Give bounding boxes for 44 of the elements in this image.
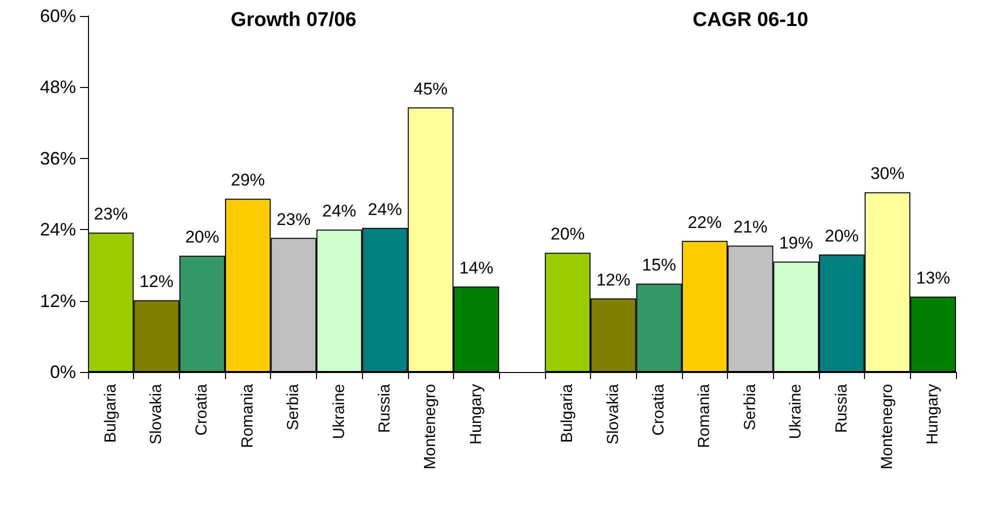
data-label: 20% (824, 226, 859, 246)
x-tick-label: Montenegro (422, 384, 440, 470)
data-label: 19% (779, 234, 814, 253)
x-tick-label: Montenegro (878, 384, 896, 470)
x-tick-label: Ukraine (330, 384, 348, 440)
annotation: CAGR 06-10 (692, 9, 808, 31)
data-label: 24% (322, 202, 356, 221)
data-label: 30% (870, 164, 904, 184)
data-label: 14% (459, 258, 494, 278)
x-tick-label: Bulgaria (102, 384, 120, 443)
data-label: 29% (230, 170, 265, 190)
data-label: 24% (368, 200, 402, 219)
data-label: 12% (140, 272, 174, 292)
x-tick-label: Serbia (742, 384, 759, 430)
x-tick-label: Hungary (924, 384, 942, 444)
annotation: Growth 07/06 (230, 9, 356, 31)
y-tick-label: 36% (40, 148, 76, 168)
x-tick-label: Russia (833, 384, 850, 433)
data-label: 23% (94, 204, 128, 224)
data-label: 20% (185, 228, 220, 247)
x-tick-label: Russia (376, 384, 394, 433)
y-tick-label: 48% (40, 77, 76, 98)
x-tick-label: Slovakia (148, 384, 166, 444)
data-label: 23% (276, 210, 311, 229)
x-tick-label: Slovakia (604, 384, 622, 444)
data-label: 13% (916, 268, 950, 288)
y-tick-label: 24% (40, 220, 76, 240)
x-tick-label: Croatia (650, 384, 668, 436)
y-tick-label: 60% (40, 6, 76, 26)
x-tick-label: Romania (696, 384, 714, 448)
data-label: 21% (733, 218, 768, 237)
data-label: 20% (550, 224, 585, 244)
x-tick-label: Serbia (285, 384, 302, 430)
data-label: 22% (688, 212, 722, 232)
x-tick-label: Romania (239, 384, 256, 448)
data-label: 15% (642, 256, 676, 275)
x-tick-label: Hungary (468, 384, 485, 444)
x-tick-label: Bulgaria (559, 384, 576, 443)
y-tick-label: 0% (50, 362, 76, 382)
x-tick-label: Ukraine (788, 384, 805, 440)
x-tick-label: Croatia (194, 384, 211, 436)
y-tick-label: 12% (40, 290, 76, 311)
data-label: 45% (414, 79, 448, 98)
data-label: 12% (596, 270, 630, 290)
